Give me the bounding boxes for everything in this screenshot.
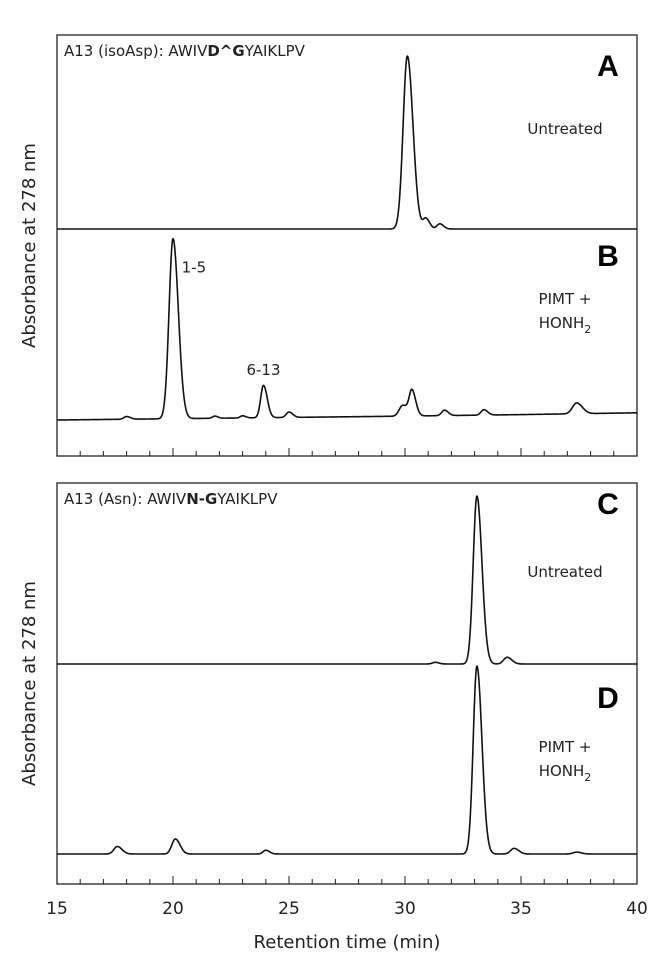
condition-subscript: 2 — [584, 771, 591, 784]
condition-label: Untreated — [527, 563, 602, 581]
x-tick-label-30: 30 — [394, 899, 416, 919]
peptide-label-bold: D^G — [207, 42, 244, 60]
condition-text: Untreated — [527, 120, 602, 138]
x-tick-label-20: 20 — [162, 899, 184, 919]
condition-text: PIMT + — [539, 738, 592, 756]
x-axis-label: Retention time (min) — [254, 932, 441, 953]
y-axis-label: Absorbance at 278 nm — [19, 143, 40, 348]
panel-letter-A: A — [597, 50, 619, 83]
condition-subscript: 2 — [584, 323, 591, 336]
plot-frame-2 — [56, 482, 638, 885]
peptide-label: A13 (Asn): AWIVN-GYAIKLPV — [64, 490, 278, 508]
peptide-label: A13 (isoAsp): AWIVD^GYAIKLPV — [64, 42, 306, 60]
condition-label: PIMT + — [539, 738, 592, 756]
chromatogram-trace-A — [56, 55, 638, 230]
ticks-layer — [56, 448, 638, 884]
plot-frame-1 — [56, 34, 638, 457]
y-axis-label: Absorbance at 278 nm — [19, 581, 40, 786]
panel-letter-B: B — [597, 240, 619, 273]
condition-label: HONH2 — [539, 762, 592, 784]
frames-layer — [56, 34, 638, 885]
peptide-label-prefix: A13 (isoAsp): AWIV — [64, 42, 208, 60]
x-tick-label-25: 25 — [278, 899, 300, 919]
chromatogram-trace-D — [56, 665, 638, 855]
condition-text: HONH — [539, 314, 585, 332]
x-tick-label-35: 35 — [510, 899, 532, 919]
condition-label: HONH2 — [539, 314, 592, 336]
x-tick-label-40: 40 — [626, 899, 648, 919]
peptide-label-suffix: YAIKLPV — [244, 42, 306, 60]
peptide-label-bold: N-G — [186, 490, 217, 508]
condition-text: PIMT + — [539, 290, 592, 308]
chromatogram-trace-B — [56, 237, 638, 421]
condition-text: Untreated — [527, 563, 602, 581]
traces-layer — [56, 55, 638, 855]
peptide-label-suffix: YAIKLPV — [216, 490, 278, 508]
panel-letter-D: D — [597, 682, 619, 715]
condition-label: Untreated — [527, 120, 602, 138]
x-tick-label-15: 15 — [46, 899, 68, 919]
condition-text: HONH — [539, 762, 585, 780]
peptide-label-prefix: A13 (Asn): AWIV — [64, 490, 187, 508]
condition-label: PIMT + — [539, 290, 592, 308]
panel-letter-C: C — [597, 488, 619, 521]
chromatogram-trace-C — [56, 495, 638, 665]
peak-label: 1-5 — [182, 258, 207, 276]
peak-label: 6-13 — [246, 361, 280, 379]
